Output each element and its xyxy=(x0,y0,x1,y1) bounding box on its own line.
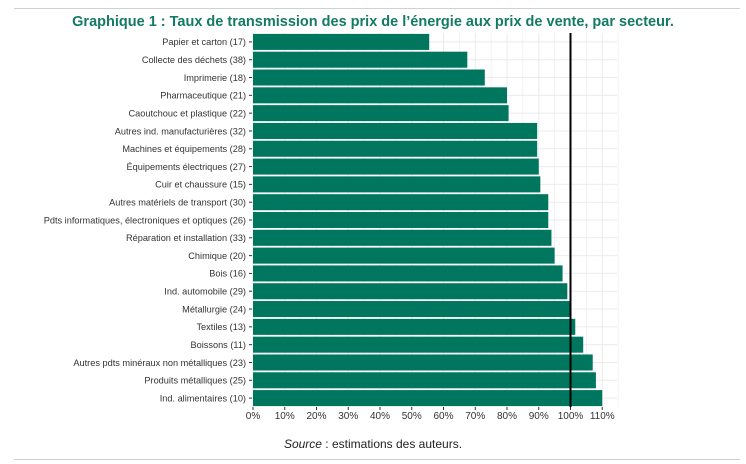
bar xyxy=(253,69,485,86)
bar xyxy=(253,318,576,335)
top-divider xyxy=(14,8,740,9)
category-label: Imprimerie (18) xyxy=(184,73,246,83)
bar xyxy=(253,87,507,104)
source-note: Source : estimations des auteurs. xyxy=(0,437,746,451)
bar xyxy=(253,122,538,139)
bar xyxy=(253,301,571,318)
x-tick-label: 30% xyxy=(338,411,358,422)
category-label: Machines et équipements (28) xyxy=(122,144,246,154)
x-tick-label: 10% xyxy=(275,411,295,422)
x-tick-label: 90% xyxy=(529,411,549,422)
x-tick-label: 20% xyxy=(306,411,326,422)
x-tick-label: 70% xyxy=(465,411,485,422)
category-label: Autres pdts minéraux non métalliques (23… xyxy=(73,358,246,368)
category-label: Produits métalliques (25) xyxy=(144,376,246,386)
source-label: Source xyxy=(283,437,322,451)
category-label: Caoutchouc et plastique (22) xyxy=(129,108,246,118)
x-tick-label: 50% xyxy=(402,411,422,422)
category-label: Cuir et chaussure (15) xyxy=(155,180,246,190)
category-label: Chimique (20) xyxy=(188,251,246,261)
category-label: Autres ind. manufacturières (32) xyxy=(115,126,246,136)
category-label: Boissons (11) xyxy=(191,340,247,350)
bar xyxy=(253,176,541,193)
chart-title: Graphique 1 : Taux de transmission des p… xyxy=(72,14,674,30)
x-tick-label: 60% xyxy=(433,411,453,422)
x-tick-label: 80% xyxy=(497,411,517,422)
x-tick-label: 100% xyxy=(558,411,584,422)
bar xyxy=(253,283,568,300)
bars xyxy=(253,33,603,407)
category-label: Pharmaceutique (21) xyxy=(160,91,246,101)
x-tick-labels: 0% 10% 20% 30% 40% 50% 60% 70% 80% 90% 100% 110% xyxy=(246,407,615,422)
bottom-divider xyxy=(14,459,740,460)
x-tick-label: 0% xyxy=(246,411,261,422)
category-label: Métallurgie (24) xyxy=(182,304,246,314)
bar xyxy=(253,140,538,157)
category-labels: Papier et carton (17) Collecte des déchet… xyxy=(44,37,252,403)
bar xyxy=(253,265,563,282)
category-label: Équipements électriques (27) xyxy=(126,162,246,172)
category-label: Ind. automobile (29) xyxy=(164,287,246,297)
bar xyxy=(253,372,596,389)
bar xyxy=(253,336,584,353)
category-label: Bois (16) xyxy=(209,269,246,279)
x-tick-label: 40% xyxy=(370,411,390,422)
bar xyxy=(253,51,468,68)
source-text: : estimations des auteurs. xyxy=(321,437,463,451)
category-label: Ind. alimentaires (10) xyxy=(160,393,246,403)
category-label: Pdts informatiques, électroniques et opt… xyxy=(44,215,246,225)
category-label: Textiles (13) xyxy=(196,322,246,332)
bar xyxy=(253,158,539,175)
category-label: Réparation et installation (33) xyxy=(126,233,246,243)
bar xyxy=(253,229,552,246)
category-label: Collecte des déchets (38) xyxy=(142,55,246,65)
category-label: Papier et carton (17) xyxy=(162,37,246,47)
bar xyxy=(253,247,555,264)
bar xyxy=(253,390,603,407)
category-label: Autres matériels de transport (30) xyxy=(109,197,246,207)
bar xyxy=(253,194,549,211)
x-tick-label: 110% xyxy=(590,411,615,422)
bar xyxy=(253,33,430,50)
bar xyxy=(253,105,509,122)
bar xyxy=(253,354,593,371)
bar xyxy=(253,211,549,229)
